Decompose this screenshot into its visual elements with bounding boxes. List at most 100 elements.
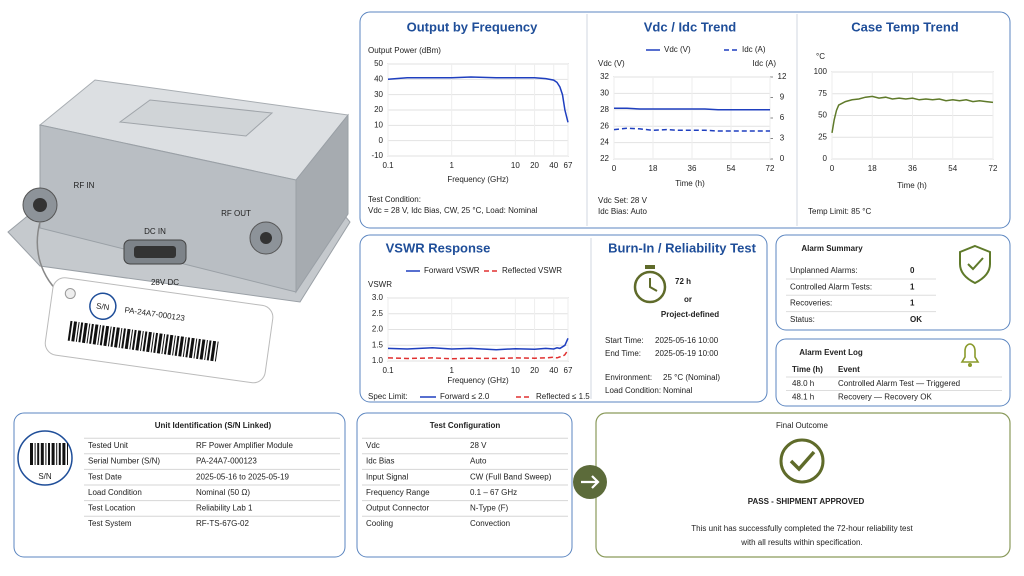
- alarm-value: 0: [910, 266, 915, 275]
- log-cell: 48.1 h: [792, 393, 814, 402]
- bar-stripe: [48, 443, 50, 465]
- bar-stripe: [214, 341, 219, 362]
- chart-title: VSWR Response: [386, 240, 491, 255]
- y-tick-label: 0: [823, 154, 828, 163]
- bell-clapper: [968, 363, 972, 367]
- legend-label: Idc (A): [742, 45, 766, 54]
- table-value: 2025-05-16 to 2025-05-19: [196, 472, 290, 481]
- bar-stripe: [188, 337, 195, 359]
- bar-stripe: [140, 331, 144, 351]
- final-outcome-panel: [595, 412, 1011, 558]
- y-tick-label: 2.5: [372, 309, 384, 318]
- alarm-label: Status:: [790, 315, 815, 324]
- bar-stripe: [163, 334, 169, 355]
- bar-stripe: [131, 329, 137, 350]
- burn-in-title: Burn-In / Reliability Test: [608, 240, 757, 255]
- y-tick-label: -10: [371, 151, 383, 160]
- y2-axis-label: Idc (A): [752, 59, 776, 68]
- y-axis-label: VSWR: [368, 280, 392, 289]
- bar-stripe: [135, 330, 142, 351]
- sn-icon-barcode: [30, 443, 68, 465]
- rf-in-core: [33, 198, 47, 212]
- product-photo: RF IN DC IN RF OUT 28V DC S/N PA-24A7-00…: [7, 79, 351, 384]
- x-axis-label: Time (h): [897, 181, 927, 190]
- chart-title: Output by Frequency: [407, 19, 539, 34]
- test-config-title: Test Configuration: [430, 421, 501, 430]
- x-tick-label: 18: [868, 164, 877, 173]
- x-tick-label: 72: [766, 164, 775, 173]
- alarm-value: 1: [910, 282, 915, 291]
- log-cell: Recovery — Recovery OK: [838, 393, 932, 402]
- y-axis-label: Vdc (V): [598, 59, 625, 68]
- chart-note: Idc Bias: Auto: [598, 207, 647, 216]
- spec-limit: Forward ≤ 2.0: [440, 392, 490, 401]
- series-line: [387, 349, 569, 360]
- y2-tick-label: 6: [780, 113, 785, 122]
- bar-stripe: [118, 328, 123, 348]
- unit-id-title: Unit Identification (S/N Linked): [155, 421, 272, 430]
- x-tick-label: 1: [449, 366, 454, 375]
- alarm-summary-panel: [775, 234, 1011, 331]
- table-label: Output Connector: [366, 504, 429, 513]
- table-value: RF-TS-67G-02: [196, 519, 249, 528]
- x-tick-label: 20: [530, 161, 539, 170]
- y-tick-label: 75: [818, 89, 827, 98]
- burn-in-alternative: Project-defined: [661, 310, 719, 319]
- bar-stripe: [204, 340, 208, 360]
- y-tick-label: 32: [600, 72, 609, 81]
- y-tick-label: 28: [600, 105, 609, 114]
- y-tick-label: 2.0: [372, 325, 384, 334]
- table-value: Reliability Lab 1: [196, 504, 253, 513]
- spec-label: Spec Limit:: [368, 392, 408, 401]
- x-tick-label: 0: [612, 164, 617, 173]
- x-tick-label: 20: [530, 366, 539, 375]
- y-tick-label: 1.5: [372, 340, 384, 349]
- bar-stripe: [172, 335, 176, 356]
- bar-stripe: [86, 323, 91, 344]
- bar-stripe: [182, 337, 187, 357]
- shield-icon: [959, 244, 991, 285]
- burn-in-label: Start Time:: [605, 336, 644, 345]
- bar-stripe: [142, 331, 148, 352]
- table-value: CW (Full Band Sweep): [470, 472, 552, 481]
- x-tick-label: 10: [511, 161, 520, 170]
- table-label: Test Date: [88, 472, 122, 481]
- x-tick-label: 67: [564, 161, 573, 170]
- chart-title: Vdc / Idc Trend: [644, 19, 737, 34]
- y2-tick-label: 0: [780, 154, 785, 163]
- bar-stripe: [185, 337, 191, 358]
- log-cell: 48.0 h: [792, 379, 814, 388]
- burn-in-label: Load Condition:: [605, 386, 661, 395]
- table-value: 28 V: [470, 441, 487, 450]
- log-header: Time (h): [792, 365, 823, 374]
- rf-out-label: RF OUT: [221, 209, 251, 218]
- series-line: [387, 337, 569, 351]
- final-verdict: PASS - SHIPMENT APPROVED: [748, 497, 865, 506]
- timer-face: [633, 270, 667, 304]
- chart-note: Temp Limit: 85 °C: [808, 207, 871, 216]
- alarm-log-panel: [775, 338, 1011, 407]
- burn-in-label: End Time:: [605, 349, 641, 358]
- bar-stripe: [161, 334, 166, 354]
- y-axis-label: Output Power (dBm): [368, 46, 441, 55]
- bar-stripe: [196, 338, 201, 359]
- spec-limit: Reflected ≤ 1.5: [536, 392, 590, 401]
- table-value: Auto: [470, 457, 487, 466]
- table-label: Test System: [88, 519, 132, 528]
- timer-hands: [649, 278, 658, 292]
- bar-stripe: [178, 336, 184, 357]
- bar-stripe: [156, 333, 163, 354]
- table-label: Input Signal: [366, 472, 408, 481]
- y-tick-label: 100: [814, 67, 828, 76]
- bar-stripe: [78, 322, 84, 343]
- bar-stripe: [81, 322, 88, 344]
- bar-stripe: [103, 325, 110, 347]
- dc-voltage-label: 28V DC: [151, 278, 179, 287]
- arrow-glyph: [581, 475, 600, 489]
- log-cell: Controlled Alarm Test — Triggered: [838, 379, 960, 388]
- table-value: Nominal (50 Ω): [196, 488, 250, 497]
- log-header: Event: [838, 365, 860, 374]
- x-tick-label: 54: [948, 164, 957, 173]
- y-tick-label: 20: [374, 105, 383, 114]
